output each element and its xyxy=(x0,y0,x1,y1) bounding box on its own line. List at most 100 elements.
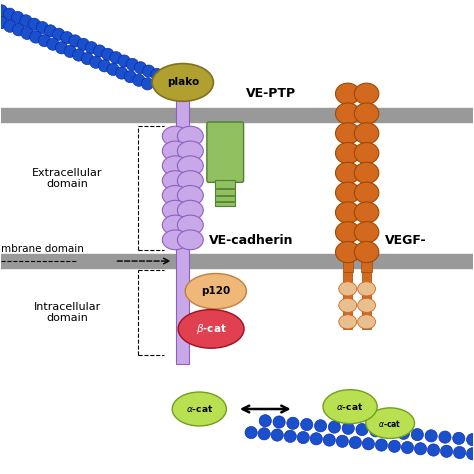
Ellipse shape xyxy=(355,182,379,203)
Ellipse shape xyxy=(162,215,188,235)
Circle shape xyxy=(271,429,283,441)
Circle shape xyxy=(323,434,336,446)
Circle shape xyxy=(12,11,24,24)
Ellipse shape xyxy=(162,141,188,161)
Circle shape xyxy=(258,428,270,440)
Circle shape xyxy=(101,48,114,61)
Circle shape xyxy=(273,416,285,428)
Circle shape xyxy=(314,419,327,432)
Ellipse shape xyxy=(162,171,188,191)
Ellipse shape xyxy=(336,222,360,243)
Ellipse shape xyxy=(152,64,213,101)
FancyBboxPatch shape xyxy=(362,273,371,329)
Circle shape xyxy=(77,38,90,50)
Ellipse shape xyxy=(355,162,379,183)
Circle shape xyxy=(110,52,122,64)
Circle shape xyxy=(362,438,374,450)
Circle shape xyxy=(93,45,106,57)
Ellipse shape xyxy=(336,83,360,104)
Ellipse shape xyxy=(178,310,244,348)
Ellipse shape xyxy=(355,202,379,223)
Circle shape xyxy=(401,441,414,454)
Ellipse shape xyxy=(339,298,357,312)
Circle shape xyxy=(342,422,355,435)
Circle shape xyxy=(99,60,110,72)
Circle shape xyxy=(53,28,65,40)
Circle shape xyxy=(30,31,42,43)
Ellipse shape xyxy=(177,126,203,146)
Circle shape xyxy=(383,426,396,438)
Ellipse shape xyxy=(355,143,379,164)
Ellipse shape xyxy=(336,143,360,164)
Text: plako: plako xyxy=(167,77,199,87)
Circle shape xyxy=(143,65,155,77)
Circle shape xyxy=(453,432,465,445)
Circle shape xyxy=(73,49,85,61)
Ellipse shape xyxy=(336,202,360,223)
Circle shape xyxy=(38,35,50,47)
Ellipse shape xyxy=(339,282,357,296)
Circle shape xyxy=(297,431,310,444)
Text: Extracellular
domain: Extracellular domain xyxy=(32,168,102,190)
FancyBboxPatch shape xyxy=(176,99,190,364)
Ellipse shape xyxy=(339,315,357,329)
Circle shape xyxy=(287,417,299,429)
Circle shape xyxy=(47,38,59,50)
Circle shape xyxy=(284,430,296,442)
Circle shape xyxy=(36,21,48,34)
Ellipse shape xyxy=(162,156,188,176)
Ellipse shape xyxy=(355,83,379,104)
Circle shape xyxy=(440,445,453,457)
Circle shape xyxy=(3,8,16,20)
Text: $\alpha$-cat: $\alpha$-cat xyxy=(337,401,364,412)
Circle shape xyxy=(4,20,16,32)
Ellipse shape xyxy=(177,230,203,250)
Circle shape xyxy=(116,67,128,79)
Ellipse shape xyxy=(355,222,379,243)
Circle shape xyxy=(349,437,362,449)
Ellipse shape xyxy=(336,182,360,203)
Text: $\alpha$-cat: $\alpha$-cat xyxy=(186,403,213,414)
Ellipse shape xyxy=(185,273,246,309)
Circle shape xyxy=(439,431,451,443)
Circle shape xyxy=(45,25,56,37)
Ellipse shape xyxy=(366,408,415,438)
Circle shape xyxy=(118,55,130,67)
FancyBboxPatch shape xyxy=(0,109,474,121)
Ellipse shape xyxy=(336,162,360,183)
Circle shape xyxy=(245,427,257,438)
Text: Intracellular
domain: Intracellular domain xyxy=(34,301,101,323)
Circle shape xyxy=(61,31,73,44)
Circle shape xyxy=(151,68,163,81)
FancyBboxPatch shape xyxy=(344,273,352,329)
Ellipse shape xyxy=(177,201,203,220)
Circle shape xyxy=(356,423,368,436)
Text: VE-PTP: VE-PTP xyxy=(246,87,297,100)
Circle shape xyxy=(90,56,102,68)
Circle shape xyxy=(141,78,154,90)
Circle shape xyxy=(466,447,474,460)
Circle shape xyxy=(425,430,438,442)
Text: p120: p120 xyxy=(201,286,230,296)
Circle shape xyxy=(310,433,322,445)
Circle shape xyxy=(428,444,440,456)
Circle shape xyxy=(81,53,93,65)
FancyBboxPatch shape xyxy=(0,255,474,268)
Circle shape xyxy=(133,74,145,86)
FancyBboxPatch shape xyxy=(361,250,372,273)
Circle shape xyxy=(388,440,401,452)
Circle shape xyxy=(20,15,32,27)
FancyBboxPatch shape xyxy=(343,250,353,273)
Circle shape xyxy=(64,46,76,57)
Circle shape xyxy=(301,419,313,431)
Ellipse shape xyxy=(357,298,375,312)
Circle shape xyxy=(0,5,8,17)
Circle shape xyxy=(107,64,119,75)
Circle shape xyxy=(21,27,33,39)
Ellipse shape xyxy=(162,185,188,205)
Ellipse shape xyxy=(357,282,375,296)
Circle shape xyxy=(85,42,98,54)
Ellipse shape xyxy=(162,126,188,146)
Circle shape xyxy=(69,35,81,47)
Circle shape xyxy=(397,427,410,439)
